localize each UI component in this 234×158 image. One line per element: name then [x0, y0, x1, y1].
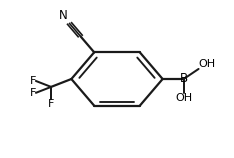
Text: F: F — [29, 88, 36, 98]
Text: N: N — [59, 9, 68, 22]
Text: OH: OH — [199, 59, 216, 69]
Text: F: F — [48, 99, 54, 109]
Text: B: B — [180, 73, 188, 85]
Text: OH: OH — [175, 93, 192, 103]
Text: F: F — [29, 76, 36, 86]
